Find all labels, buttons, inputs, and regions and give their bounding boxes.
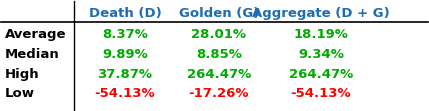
Text: 28.01%: 28.01%	[191, 28, 246, 41]
Text: 37.87%: 37.87%	[97, 68, 152, 81]
Text: 18.19%: 18.19%	[293, 28, 348, 41]
Text: 264.47%: 264.47%	[187, 68, 251, 81]
Text: 264.47%: 264.47%	[289, 68, 353, 81]
Text: 8.85%: 8.85%	[196, 48, 242, 61]
Text: Death (D): Death (D)	[89, 7, 161, 20]
Text: 9.89%: 9.89%	[102, 48, 148, 61]
Text: Aggregate (D + G): Aggregate (D + G)	[252, 7, 390, 20]
Text: High: High	[5, 68, 40, 81]
Text: 8.37%: 8.37%	[102, 28, 148, 41]
Text: Median: Median	[5, 48, 60, 61]
Text: Average: Average	[5, 28, 67, 41]
Text: Golden (G): Golden (G)	[178, 7, 259, 20]
Text: -54.13%: -54.13%	[291, 87, 351, 100]
Text: 9.34%: 9.34%	[298, 48, 344, 61]
Text: Low: Low	[5, 87, 35, 100]
Text: -17.26%: -17.26%	[188, 87, 249, 100]
Text: -54.13%: -54.13%	[95, 87, 155, 100]
